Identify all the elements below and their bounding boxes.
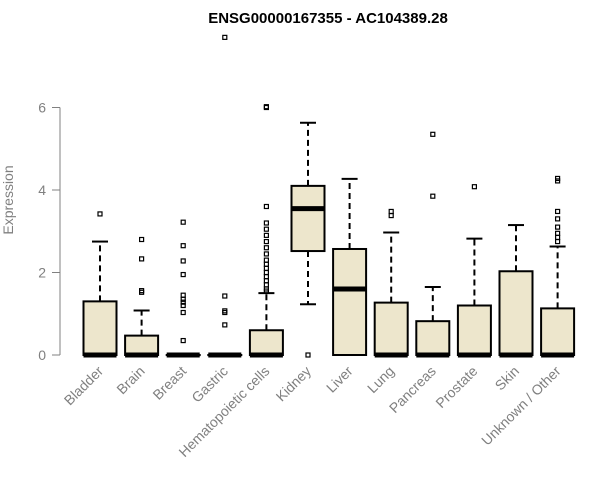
x-tick-label: Prostate xyxy=(432,363,480,411)
outlier-point xyxy=(222,34,228,40)
outlier-point xyxy=(388,208,394,215)
outlier-point xyxy=(554,208,561,215)
outlier-point xyxy=(263,282,269,288)
outlier-point xyxy=(263,251,269,257)
y-tick-label: 0 xyxy=(38,347,46,363)
outlier-point xyxy=(263,245,269,251)
outlier-point xyxy=(139,288,145,294)
outlier-point xyxy=(263,220,269,226)
x-tick-label: Breast xyxy=(149,363,189,403)
outlier-point xyxy=(263,269,269,276)
outlier-point xyxy=(180,243,186,249)
box-3 xyxy=(207,34,243,358)
box-body xyxy=(540,307,576,357)
x-tick-label: Unknown / Other xyxy=(478,363,564,449)
y-axis-label: Expression xyxy=(0,165,16,234)
box-body xyxy=(290,184,326,253)
box-4 xyxy=(248,104,284,358)
x-tick-label: Kidney xyxy=(273,363,315,405)
outlier-point xyxy=(388,212,394,219)
outlier-point xyxy=(263,274,269,280)
outlier-point xyxy=(222,293,228,299)
y-tick-label: 6 xyxy=(38,100,46,116)
outlier-point xyxy=(263,238,269,245)
box-body xyxy=(332,247,368,356)
outlier-point xyxy=(554,216,561,222)
outlier-point xyxy=(180,292,186,298)
x-tick-label: Liver xyxy=(323,363,356,396)
outlier-point xyxy=(180,299,186,305)
outlier-point xyxy=(554,238,561,245)
outlier-point xyxy=(471,184,477,190)
outlier-point xyxy=(554,234,561,241)
outlier-point xyxy=(430,193,436,199)
outlier-point xyxy=(222,308,228,314)
outlier-point xyxy=(554,230,561,236)
outlier-point xyxy=(139,236,145,243)
outlier-point xyxy=(139,256,145,262)
box-body xyxy=(415,320,451,356)
box-9 xyxy=(456,184,492,358)
outlier-point xyxy=(222,322,228,328)
box-2 xyxy=(165,219,201,358)
y-axis: 0 2 4 6 xyxy=(38,100,61,363)
outlier-point xyxy=(305,352,311,358)
x-tick-label: Bladder xyxy=(61,363,107,409)
box-1 xyxy=(124,236,160,358)
x-tick-label: Lung xyxy=(364,363,397,396)
outlier-point xyxy=(263,104,269,110)
box-body xyxy=(456,304,492,356)
box-series xyxy=(82,34,576,358)
outlier-point xyxy=(263,278,269,284)
outlier-point xyxy=(263,261,269,267)
outlier-point xyxy=(180,337,186,344)
box-body xyxy=(124,334,160,356)
box-5 xyxy=(290,121,326,358)
box-11 xyxy=(540,175,576,358)
box-6 xyxy=(332,177,368,356)
box-7 xyxy=(373,208,409,358)
y-tick-label: 4 xyxy=(38,182,46,198)
outlier-point xyxy=(97,211,103,217)
outlier-point xyxy=(180,302,186,309)
outlier-point xyxy=(263,203,269,210)
outlier-point xyxy=(180,258,186,264)
box-10 xyxy=(498,224,534,358)
box-body xyxy=(82,300,118,356)
box-body xyxy=(498,270,534,357)
y-tick-label: 2 xyxy=(38,265,46,281)
outlier-point xyxy=(263,226,269,232)
box-body xyxy=(248,329,284,356)
chart-title: ENSG00000167355 - AC104389.28 xyxy=(208,10,448,27)
box-8 xyxy=(415,131,451,358)
outlier-point xyxy=(263,265,269,271)
outlier-point xyxy=(180,309,186,316)
box-0 xyxy=(82,211,118,358)
outlier-point xyxy=(554,224,561,230)
outlier-point xyxy=(430,131,436,137)
x-tick-label: Brain xyxy=(113,363,147,397)
outlier-point xyxy=(263,257,269,263)
outlier-point xyxy=(180,219,186,225)
outlier-point xyxy=(263,232,269,238)
outlier-point xyxy=(180,271,186,278)
outlier-point xyxy=(554,175,561,182)
x-tick-label: Skin xyxy=(492,363,523,394)
box-body xyxy=(373,301,409,356)
